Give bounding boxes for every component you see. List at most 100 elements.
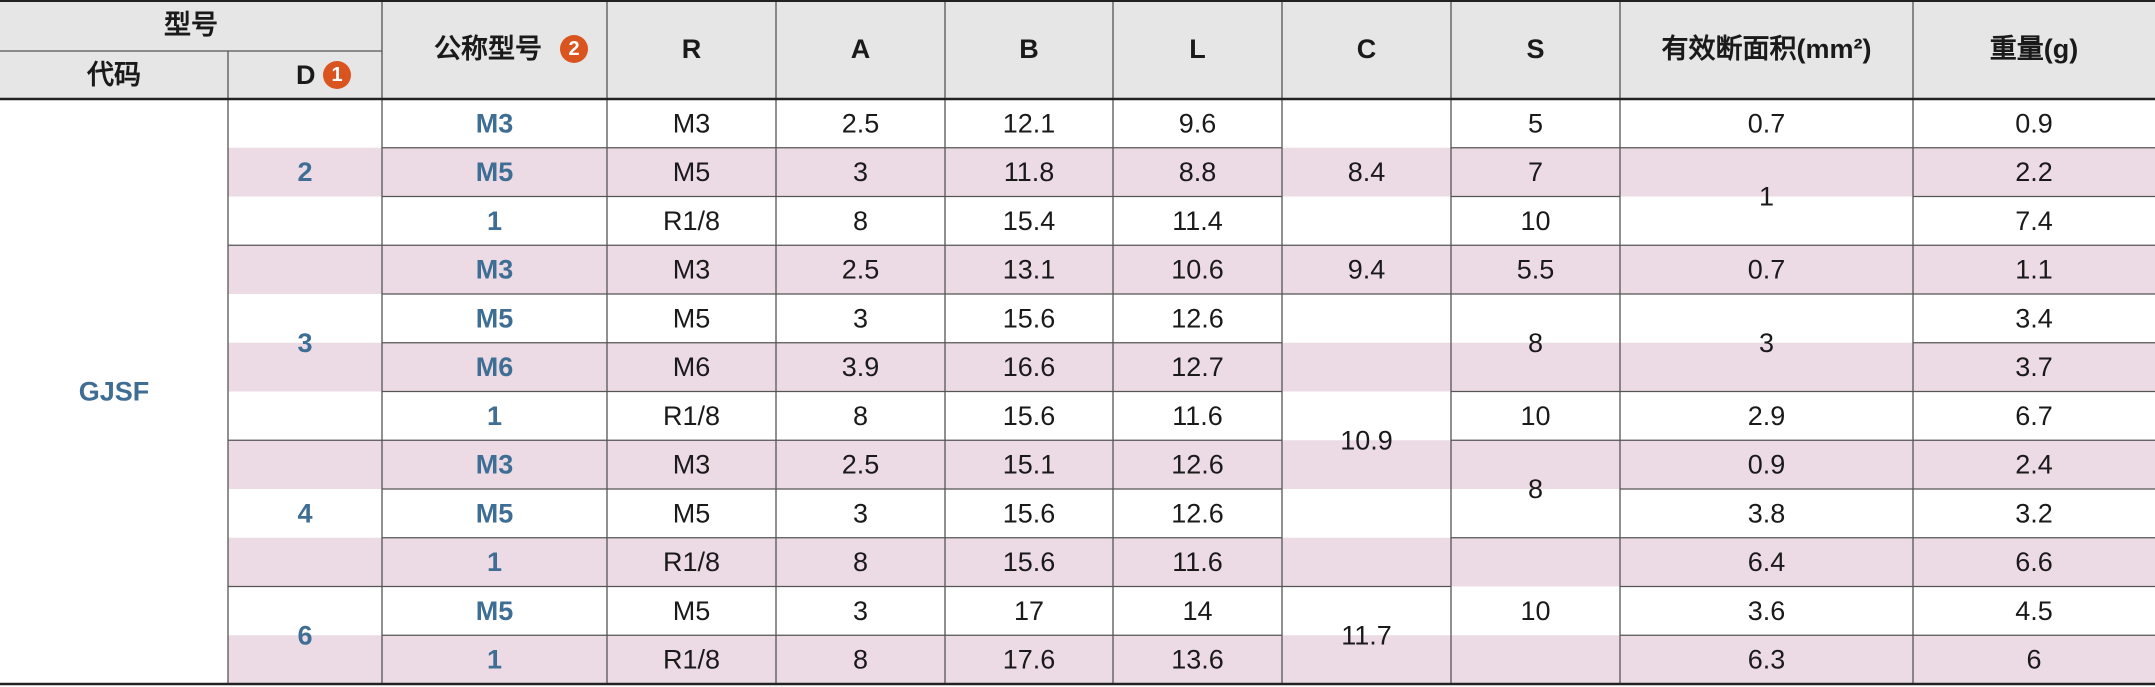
cell: 3 bbox=[297, 328, 312, 358]
cell: 2.5 bbox=[842, 450, 880, 480]
cell: M3 bbox=[476, 450, 514, 480]
nominal-header: 公称型号 bbox=[434, 34, 542, 64]
cell: 5 bbox=[1528, 108, 1543, 138]
cell: 7 bbox=[1528, 157, 1543, 187]
cell: 15.6 bbox=[1003, 547, 1056, 577]
code-cell: GJSF bbox=[79, 377, 150, 407]
group-title: 型号 bbox=[164, 10, 218, 40]
cell: 17 bbox=[1014, 596, 1044, 626]
cell: 15.4 bbox=[1003, 206, 1056, 236]
cell: 11.7 bbox=[1341, 620, 1392, 650]
cell: 12.6 bbox=[1171, 498, 1224, 528]
cell: 10 bbox=[1520, 401, 1550, 431]
cell: 15.6 bbox=[1003, 303, 1056, 333]
cell: 15.6 bbox=[1003, 498, 1056, 528]
cell: 3 bbox=[853, 157, 868, 187]
cell: M5 bbox=[476, 157, 514, 187]
cell: 2 bbox=[297, 157, 312, 187]
cell: 6.4 bbox=[1748, 547, 1786, 577]
cell: M3 bbox=[673, 255, 711, 285]
column-header: S bbox=[1526, 34, 1544, 64]
cell: 11.8 bbox=[1004, 157, 1055, 187]
cell: 8 bbox=[853, 645, 868, 675]
cell: 0.7 bbox=[1748, 255, 1786, 285]
cell: 14 bbox=[1182, 596, 1212, 626]
cell: M5 bbox=[673, 157, 711, 187]
column-header: 有效断面积(mm²) bbox=[1662, 34, 1872, 64]
column-header: R bbox=[682, 34, 702, 64]
row-stripe bbox=[228, 440, 2155, 489]
cell: M6 bbox=[673, 352, 711, 382]
row-stripe bbox=[228, 342, 2155, 392]
column-header: 重量(g) bbox=[1990, 34, 2078, 64]
cell: M5 bbox=[673, 596, 711, 626]
cell: 6 bbox=[297, 620, 312, 650]
note-badge bbox=[560, 35, 588, 63]
cell: 3.6 bbox=[1748, 596, 1786, 626]
cell: 3.9 bbox=[842, 352, 880, 382]
cell: M5 bbox=[476, 303, 514, 333]
cell: 8 bbox=[853, 401, 868, 431]
d-header: D bbox=[296, 60, 316, 90]
row-stripe bbox=[228, 537, 2155, 587]
cell: 11.4 bbox=[1172, 206, 1223, 236]
cell: 17.6 bbox=[1003, 645, 1056, 675]
cell: M3 bbox=[476, 108, 514, 138]
row-stripe bbox=[228, 635, 2155, 684]
cell: 1 bbox=[487, 547, 502, 577]
cell: 8 bbox=[1528, 474, 1543, 504]
cell: 0.9 bbox=[1748, 450, 1786, 480]
cell: 2.2 bbox=[2015, 157, 2053, 187]
row-stripe bbox=[228, 245, 2155, 294]
note-number: 2 bbox=[568, 38, 579, 60]
cell: 15.1 bbox=[1003, 450, 1056, 480]
cell: 1 bbox=[487, 645, 502, 675]
cell: 1 bbox=[487, 401, 502, 431]
cell: 12.1 bbox=[1003, 108, 1056, 138]
cell: M5 bbox=[673, 303, 711, 333]
cell: 6.6 bbox=[2015, 547, 2053, 577]
cell: 9.6 bbox=[1179, 108, 1217, 138]
cell: 16.6 bbox=[1003, 352, 1056, 382]
cell: M3 bbox=[673, 450, 711, 480]
cell: 6 bbox=[2026, 645, 2041, 675]
cell: 8 bbox=[853, 206, 868, 236]
cell: 8 bbox=[1528, 328, 1543, 358]
cell: R1/8 bbox=[663, 206, 720, 236]
header-bg bbox=[0, 0, 2155, 99]
cell: 0.7 bbox=[1748, 108, 1786, 138]
cell: 11.6 bbox=[1172, 547, 1223, 577]
cell: 10 bbox=[1520, 596, 1550, 626]
cell: 3 bbox=[1759, 328, 1774, 358]
cell: 12.6 bbox=[1171, 450, 1224, 480]
cell: 2.4 bbox=[2015, 450, 2053, 480]
cell: 8.8 bbox=[1179, 157, 1217, 187]
cell: 0.9 bbox=[2015, 108, 2053, 138]
cell: 10 bbox=[1520, 206, 1550, 236]
cell: M3 bbox=[476, 255, 514, 285]
cell: 4.5 bbox=[2015, 596, 2053, 626]
cell: 3.2 bbox=[2015, 498, 2053, 528]
cell: 1.1 bbox=[2015, 255, 2053, 285]
column-header: L bbox=[1189, 34, 1206, 64]
cell: M3 bbox=[673, 108, 711, 138]
cell: 10.6 bbox=[1171, 255, 1224, 285]
cell: 9.4 bbox=[1348, 255, 1386, 285]
cell: 1 bbox=[1759, 182, 1774, 212]
cell: 15.6 bbox=[1003, 401, 1056, 431]
note-badge bbox=[323, 61, 351, 89]
cell: M5 bbox=[476, 498, 514, 528]
cell: 8 bbox=[853, 547, 868, 577]
cell: 2.5 bbox=[842, 255, 880, 285]
cell: 2.5 bbox=[842, 108, 880, 138]
column-header: A bbox=[851, 34, 871, 64]
cell: 4 bbox=[297, 498, 312, 528]
cell: 5.5 bbox=[1517, 255, 1555, 285]
cell: R1/8 bbox=[663, 547, 720, 577]
cell: 3 bbox=[853, 498, 868, 528]
cell: M6 bbox=[476, 352, 514, 382]
cell: 3 bbox=[853, 596, 868, 626]
cell: 11.6 bbox=[1172, 401, 1223, 431]
row-stripe bbox=[228, 147, 2155, 197]
cell: 3 bbox=[853, 303, 868, 333]
